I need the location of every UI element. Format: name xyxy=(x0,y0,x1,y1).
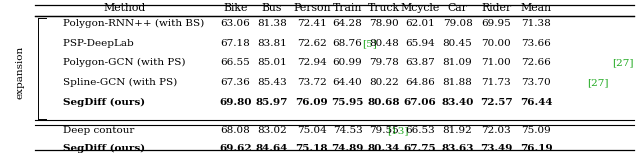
Text: 67.06: 67.06 xyxy=(403,98,436,106)
Text: 72.57: 72.57 xyxy=(480,98,512,106)
Text: 83.02: 83.02 xyxy=(257,126,287,135)
Text: 85.97: 85.97 xyxy=(256,98,288,106)
Text: 71.73: 71.73 xyxy=(481,78,511,87)
Text: 81.88: 81.88 xyxy=(443,78,472,87)
Text: 79.08: 79.08 xyxy=(443,19,472,28)
Text: 85.43: 85.43 xyxy=(257,78,287,87)
Text: 64.40: 64.40 xyxy=(333,78,362,87)
Text: 74.89: 74.89 xyxy=(332,144,364,153)
Text: 66.55: 66.55 xyxy=(221,58,250,67)
Text: 69.62: 69.62 xyxy=(220,144,252,153)
Text: 80.34: 80.34 xyxy=(368,144,400,153)
Text: [13]: [13] xyxy=(387,126,409,135)
Text: Car: Car xyxy=(447,3,468,13)
Text: [5]: [5] xyxy=(362,39,377,48)
Text: PSP-DeepLab: PSP-DeepLab xyxy=(63,39,137,48)
Text: 71.00: 71.00 xyxy=(481,58,511,67)
Text: Train: Train xyxy=(333,3,362,13)
Text: Mcycle: Mcycle xyxy=(400,3,440,13)
Text: 80.45: 80.45 xyxy=(443,39,472,48)
Text: 72.03: 72.03 xyxy=(481,126,511,135)
Text: 66.53: 66.53 xyxy=(405,126,435,135)
Text: 62.01: 62.01 xyxy=(405,19,435,28)
Text: SegDiff (ours): SegDiff (ours) xyxy=(63,97,145,107)
Text: 76.09: 76.09 xyxy=(296,98,328,106)
Text: Method: Method xyxy=(104,3,146,13)
Text: 60.99: 60.99 xyxy=(333,58,362,67)
Text: [27]: [27] xyxy=(612,58,634,67)
Text: 73.70: 73.70 xyxy=(522,78,551,87)
Text: expansion: expansion xyxy=(16,45,25,99)
Text: 68.08: 68.08 xyxy=(221,126,250,135)
Text: 74.53: 74.53 xyxy=(333,126,362,135)
Text: 78.90: 78.90 xyxy=(369,19,399,28)
Text: Bus: Bus xyxy=(262,3,282,13)
Text: 83.63: 83.63 xyxy=(442,144,474,153)
Text: 75.95: 75.95 xyxy=(332,98,364,106)
Text: 67.36: 67.36 xyxy=(221,78,250,87)
Text: 73.66: 73.66 xyxy=(522,39,551,48)
Text: Deep contour: Deep contour xyxy=(63,126,138,135)
Text: 67.75: 67.75 xyxy=(404,144,436,153)
Text: 69.95: 69.95 xyxy=(481,19,511,28)
Text: Person: Person xyxy=(293,3,330,13)
Text: 70.00: 70.00 xyxy=(481,39,511,48)
Text: 72.62: 72.62 xyxy=(297,39,326,48)
Text: 72.41: 72.41 xyxy=(297,19,326,28)
Text: 72.66: 72.66 xyxy=(522,58,551,67)
Text: Polygon-RNN++ (with BS): Polygon-RNN++ (with BS) xyxy=(63,19,207,28)
Text: Polygon-GCN (with PS): Polygon-GCN (with PS) xyxy=(63,58,188,67)
Text: 68.76: 68.76 xyxy=(333,39,362,48)
Text: 80.22: 80.22 xyxy=(369,78,399,87)
Text: 73.49: 73.49 xyxy=(480,144,512,153)
Text: 80.48: 80.48 xyxy=(369,39,399,48)
Text: Spline-GCN (with PS): Spline-GCN (with PS) xyxy=(63,78,180,87)
Text: 75.09: 75.09 xyxy=(522,126,551,135)
Text: 83.40: 83.40 xyxy=(442,98,474,106)
Text: 75.04: 75.04 xyxy=(297,126,326,135)
Text: Bike: Bike xyxy=(223,3,248,13)
Text: 83.81: 83.81 xyxy=(257,39,287,48)
Text: 71.38: 71.38 xyxy=(522,19,551,28)
Text: 81.09: 81.09 xyxy=(443,58,472,67)
Text: Truck: Truck xyxy=(368,3,400,13)
Text: 67.18: 67.18 xyxy=(221,39,250,48)
Text: 63.06: 63.06 xyxy=(221,19,250,28)
Text: Mean: Mean xyxy=(521,3,552,13)
Text: 69.80: 69.80 xyxy=(220,98,252,106)
Text: [27]: [27] xyxy=(587,78,609,87)
Text: 80.68: 80.68 xyxy=(368,98,400,106)
Text: 85.01: 85.01 xyxy=(257,58,287,67)
Text: 81.38: 81.38 xyxy=(257,19,287,28)
Text: 84.64: 84.64 xyxy=(256,144,288,153)
Text: 79.55: 79.55 xyxy=(369,126,399,135)
Text: 64.86: 64.86 xyxy=(405,78,435,87)
Text: 63.87: 63.87 xyxy=(405,58,435,67)
Text: 72.94: 72.94 xyxy=(297,58,326,67)
Text: 75.18: 75.18 xyxy=(296,144,328,153)
Text: 73.72: 73.72 xyxy=(297,78,326,87)
Text: 81.92: 81.92 xyxy=(443,126,472,135)
Text: 64.28: 64.28 xyxy=(333,19,362,28)
Text: SegDiff (ours): SegDiff (ours) xyxy=(63,144,145,153)
Text: 65.94: 65.94 xyxy=(405,39,435,48)
Text: Rider: Rider xyxy=(481,3,511,13)
Text: 76.19: 76.19 xyxy=(520,144,552,153)
Text: 76.44: 76.44 xyxy=(520,98,552,106)
Text: 79.78: 79.78 xyxy=(369,58,399,67)
